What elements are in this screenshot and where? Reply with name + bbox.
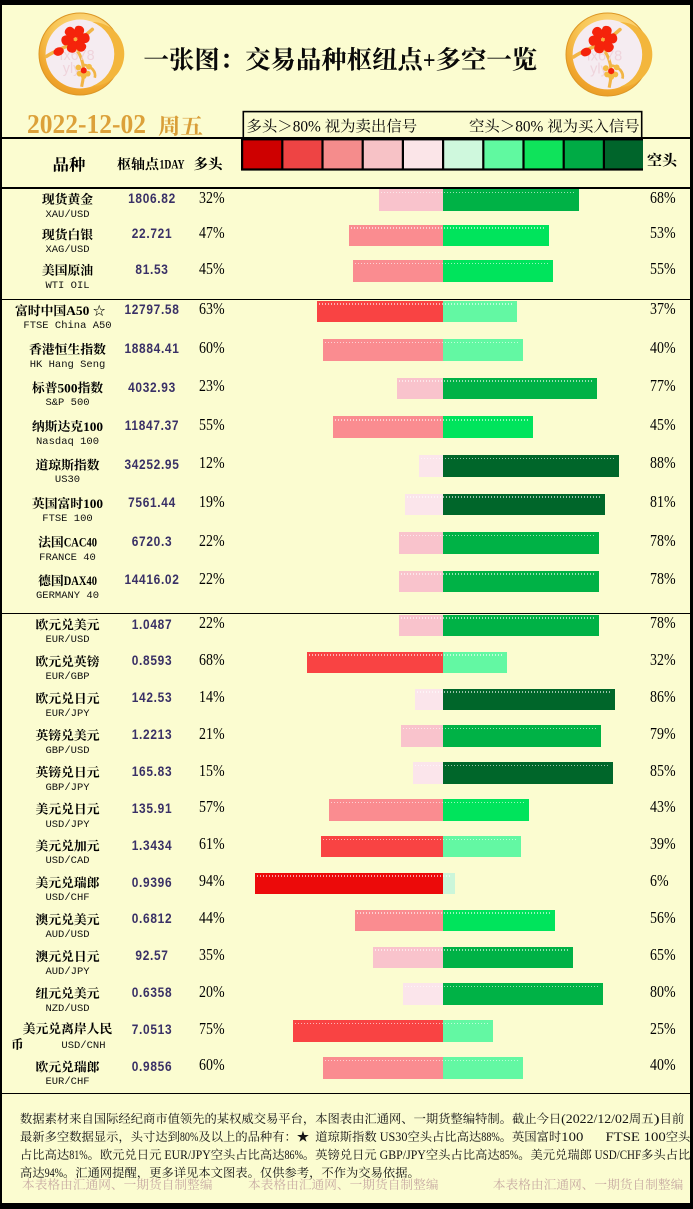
svg-text:100: 100 — [83, 497, 103, 511]
svg-text:80%: 80% — [293, 119, 325, 136]
svg-text:CAC40: CAC40 — [64, 536, 97, 550]
svg-text:85%: 85% — [500, 1148, 519, 1162]
svg-text:88%: 88% — [481, 1130, 500, 1144]
svg-text:USD/CHF: USD/CHF — [592, 1148, 641, 1162]
svg-text:81%: 81% — [69, 1148, 88, 1162]
svg-text:fx678: fx678 — [587, 48, 623, 64]
svg-text:EUR/JPY: EUR/JPY — [162, 1148, 211, 1162]
svg-text:GBP/JPY: GBP/JPY — [377, 1148, 426, 1162]
svg-text:+: + — [423, 47, 436, 75]
svg-text:): ) — [654, 1112, 660, 1126]
svg-text:100 FTSE 100: 100 FTSE 100 — [561, 1130, 666, 1144]
svg-text:80%: 80% — [515, 119, 547, 136]
svg-text:US30: US30 — [377, 1130, 408, 1144]
svg-text:1DAY: 1DAY — [160, 158, 185, 172]
svg-text:94%: 94% — [45, 1166, 64, 1180]
svg-text:DAX40: DAX40 — [64, 574, 97, 588]
svg-text:86%: 86% — [285, 1148, 304, 1162]
svg-text:A50: A50 — [66, 304, 93, 318]
svg-text:2022-12-02: 2022-12-02 — [27, 109, 146, 139]
svg-text:yly: yly — [590, 62, 608, 78]
svg-text:100: 100 — [83, 420, 103, 434]
svg-text:500: 500 — [58, 381, 78, 395]
svg-text:80%: 80% — [180, 1130, 199, 1144]
svg-text:(2022/12/02: (2022/12/02 — [561, 1112, 629, 1126]
svg-text:fx678: fx678 — [60, 48, 95, 64]
svg-text:yly: yly — [63, 61, 81, 77]
